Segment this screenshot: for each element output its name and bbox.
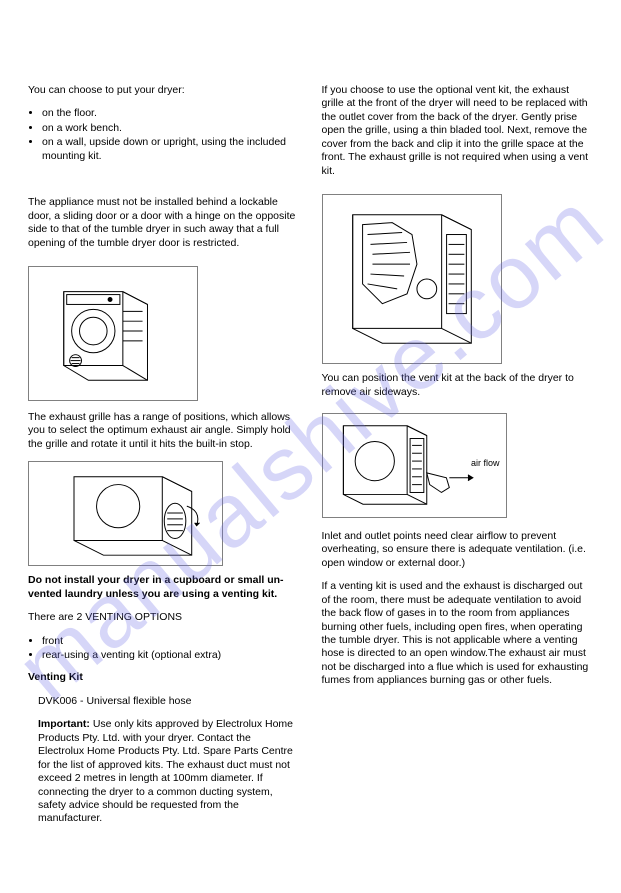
placement-bullets: on the floor. on a work bench. on a wall…: [28, 107, 300, 164]
dryer-back-illustration: [322, 194, 502, 364]
intro-text: You can choose to put your dryer:: [28, 84, 300, 97]
important-text: Use only kits approved by Electrolux Hom…: [38, 718, 293, 824]
vent-option-front: front: [42, 635, 300, 648]
vent-options-list: front rear-using a venting kit (optional…: [28, 635, 300, 664]
position-vent-text: You can position the vent kit at the bac…: [322, 372, 594, 399]
grille-closeup-illustration: [28, 461, 223, 566]
dryer-back-svg-icon: [323, 195, 501, 363]
airflow-illustration: air flow: [322, 413, 507, 518]
left-column: You can choose to put your dryer: on the…: [28, 84, 300, 836]
dryer-front-illustration: [28, 266, 198, 401]
inlet-outlet-text: Inlet and outlet points need clear airfl…: [322, 530, 594, 570]
bullet-bench: on a work bench.: [42, 122, 300, 135]
vent-options-label: There are 2 VENTING OPTIONS: [28, 611, 300, 624]
airflow-label: air flow: [471, 458, 500, 470]
dryer-svg-icon: [29, 267, 197, 400]
discharge-text: If a venting kit is used and the exhaust…: [322, 580, 594, 688]
important-label: Important:: [38, 718, 90, 730]
bullet-floor: on the floor.: [42, 107, 300, 120]
dvk-label: DVK006 - Universal flexible hose: [38, 695, 300, 708]
right-column: If you choose to use the optional vent k…: [322, 84, 594, 836]
page-container: You can choose to put your dryer: on the…: [0, 0, 621, 864]
door-restriction-text: The appliance must not be installed behi…: [28, 196, 300, 250]
cupboard-warning: Do not install your dryer in a cupboard …: [28, 574, 300, 601]
vent-option-rear: rear-using a venting kit (optional extra…: [42, 649, 300, 662]
bullet-wall: on a wall, upside down or upright, using…: [42, 136, 300, 163]
important-paragraph: Important: Use only kits approved by Ele…: [38, 718, 300, 826]
grille-text: The exhaust grille has a range of positi…: [28, 411, 300, 451]
grille-svg-icon: [29, 462, 222, 565]
venting-kit-heading: Venting Kit: [28, 671, 300, 684]
optional-vent-text: If you choose to use the optional vent k…: [322, 84, 594, 178]
